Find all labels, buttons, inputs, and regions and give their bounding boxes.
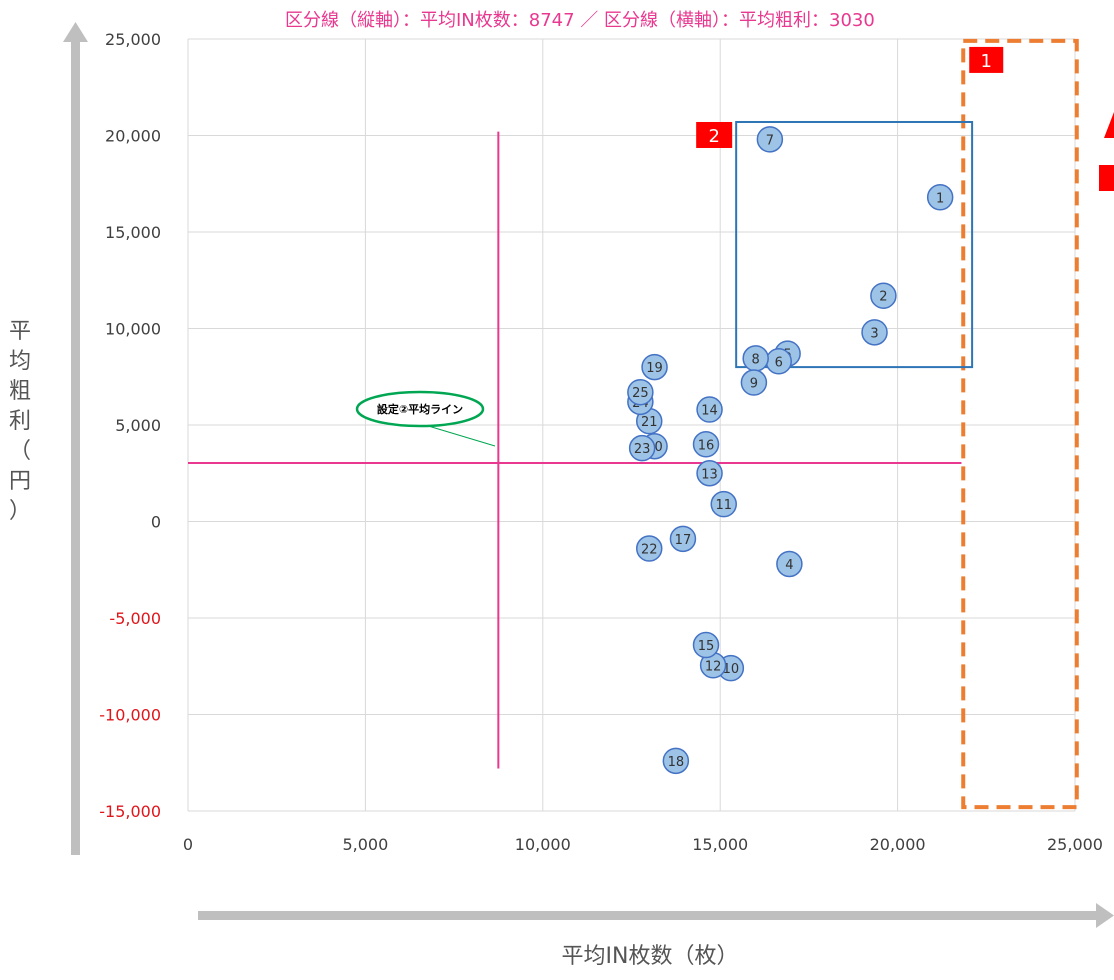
x-tick-label: 0: [183, 835, 193, 854]
cropped-red-badge: [1099, 165, 1114, 191]
data-point-label: 25: [632, 386, 649, 401]
x-tick-labels: 0 5,000 10,000 15,000 20,000 25,000: [183, 835, 1103, 854]
data-points: 1234567891011121314151617181920212223242…: [627, 126, 954, 775]
data-point-label: 21: [641, 415, 658, 430]
data-point-label: 10: [723, 662, 740, 677]
x-tick-label: 15,000: [692, 835, 748, 854]
y-axis-title-char: （: [9, 439, 31, 464]
y-axis-title: 平均粗利 （ 円 ）: [9, 319, 31, 524]
data-point-label: 8: [752, 352, 760, 367]
data-point: [861, 319, 888, 346]
data-point-label: 22: [641, 543, 658, 558]
x-axis-arrow-head: [1096, 903, 1114, 928]
axis-arrows: [63, 22, 1114, 928]
data-point-label: 19: [646, 361, 663, 376]
data-point-label: 12: [705, 659, 722, 674]
y-axis-title-char: ）: [9, 499, 31, 524]
data-point-label: 16: [698, 438, 715, 453]
data-point-label: 6: [775, 355, 783, 370]
y-tick-label: -5,000: [109, 609, 161, 628]
data-point-label: 2: [879, 290, 887, 305]
y-axis-title-char: 平: [9, 319, 31, 344]
data-point: [756, 126, 784, 153]
x-axis-arrow-shaft: [198, 911, 1098, 920]
region-1-box: [961, 38, 1079, 810]
gridlines: [187, 38, 1076, 812]
y-axis-title-char: 利: [9, 409, 31, 434]
data-point-label: 7: [766, 133, 774, 148]
data-point-label: 15: [698, 639, 715, 654]
average-dividers: [188, 131, 962, 769]
y-axis-arrow-head: [63, 22, 88, 42]
data-point: [710, 490, 737, 518]
data-point: [740, 369, 768, 396]
y-tick-labels: 25,000 20,000 15,000 10,000 5,000 0 -5,000 -10,…: [99, 30, 161, 821]
data-point: [635, 535, 663, 562]
data-point-label: 1: [936, 191, 944, 206]
data-point: [696, 460, 723, 487]
data-point-label: 17: [675, 533, 692, 548]
data-point-label: 14: [701, 404, 718, 419]
highlight-regions: 12: [696, 38, 1114, 810]
data-point-label: 18: [668, 755, 685, 770]
data-point: [628, 434, 656, 462]
data-point: [696, 396, 723, 423]
data-point: [641, 353, 668, 381]
data-point: [692, 631, 720, 659]
callout-label: 設定②平均ライン: [377, 402, 463, 416]
x-tick-label: 25,000: [1047, 835, 1103, 854]
y-tick-label: -15,000: [99, 802, 161, 821]
data-point: [926, 184, 954, 211]
y-axis-title-char: 粗: [9, 379, 31, 404]
region-2-badge-label: 2: [708, 126, 719, 147]
data-point: [662, 747, 690, 775]
y-tick-label: 15,000: [105, 223, 161, 242]
y-axis-arrow-shaft: [71, 40, 80, 855]
data-point: [692, 431, 720, 458]
data-point: [870, 282, 897, 309]
y-axis-title-char: 円: [9, 469, 31, 494]
chart-title: 区分線（縦軸）：平均IN枚数：8747 ／ 区分線（横軸）：平均粗利：3030: [285, 10, 875, 31]
data-point-label: 9: [750, 377, 758, 392]
x-tick-label: 10,000: [515, 835, 571, 854]
y-tick-label: 0: [151, 513, 161, 532]
y-tick-label: -10,000: [99, 706, 161, 725]
y-tick-label: 10,000: [105, 320, 161, 339]
data-point-label: 4: [785, 558, 793, 573]
callout-bubble: [355, 390, 485, 428]
data-point-label: 3: [870, 326, 878, 341]
data-point: [669, 525, 697, 553]
y-tick-label: 5,000: [115, 416, 161, 435]
y-tick-label: 20,000: [105, 127, 161, 146]
data-point-label: 11: [715, 498, 732, 513]
callout-leader: [424, 424, 496, 447]
region-2-badge: [696, 121, 733, 148]
data-point: [627, 378, 654, 406]
average-line-callout: 設定②平均ライン: [355, 390, 496, 447]
x-axis-title: 平均IN枚数（枚）: [562, 944, 739, 969]
x-tick-label: 20,000: [870, 835, 926, 854]
y-tick-label: 25,000: [105, 30, 161, 49]
region-1-badge-label: 1: [981, 51, 992, 72]
cropped-red-mark: [1104, 112, 1114, 138]
data-point: [776, 550, 803, 578]
y-axis-title-char: 均: [9, 349, 31, 374]
region-2-box: [735, 120, 974, 369]
data-point-label: 13: [701, 467, 718, 482]
data-point-label: 23: [634, 442, 651, 457]
region-1-badge: [969, 46, 1004, 73]
x-tick-label: 5,000: [342, 835, 388, 854]
